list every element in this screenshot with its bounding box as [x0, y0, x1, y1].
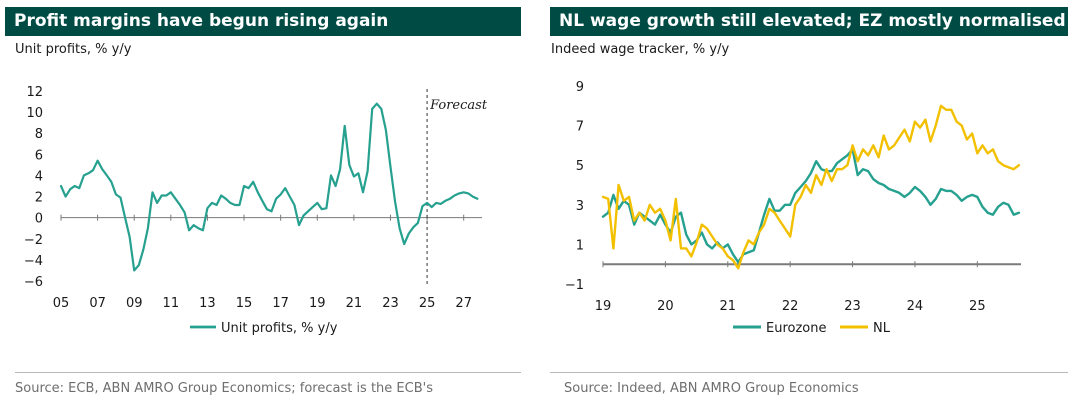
left-y-tick-label: 8: [35, 127, 43, 142]
right-source-note: Source: Indeed, ABN AMRO Group Economics: [564, 381, 859, 396]
right-chart-subtitle: Indeed wage tracker, % y/y: [551, 42, 730, 57]
left-forecast-label: Forecast: [429, 98, 488, 113]
left-y-tick-label: −4: [24, 254, 43, 269]
left-x-tick-label: 27: [455, 296, 472, 311]
left-y-tick-label: 12: [26, 85, 43, 100]
right-y-tick-label: 5: [576, 159, 584, 174]
right-series-line-nl: [601, 104, 1021, 270]
right-x-tick-label: 24: [907, 299, 924, 314]
left-chart-subtitle: Unit profits, % y/y: [15, 42, 132, 57]
right-y-tick-label: 7: [576, 120, 584, 135]
right-y-tick-label: −1: [565, 278, 584, 293]
left-source-divider: [15, 372, 521, 373]
left-x-tick-label: 23: [382, 296, 399, 311]
left-legend-label: Unit profits, % y/y: [221, 321, 338, 336]
left-x-tick-label: 11: [163, 296, 180, 311]
unit-profits-chart: −6 −4 −2 0 2 4 6 8 10 12 05 07 09 11 13 15 17 19 21 23 25 27 F…: [24, 85, 488, 336]
right-legend-label: Eurozone: [766, 321, 826, 336]
right-x-tick-label: 20: [657, 299, 674, 314]
right-x-tick-label: 23: [844, 299, 861, 314]
left-x-tick-label: 15: [236, 296, 253, 311]
right-y-tick-label: 1: [576, 238, 584, 253]
right-x-tick-label: 21: [720, 299, 737, 314]
left-x-tick-label: 09: [126, 296, 143, 311]
right-chart-panel: NL wage growth still elevated; EZ mostly…: [546, 0, 1074, 405]
left-series-line-unit-profits-y-y: [59, 102, 479, 272]
right-y-tick-label: 3: [576, 199, 584, 214]
right-series-line-eurozone: [601, 148, 1021, 264]
right-chart-title: NL wage growth still elevated; EZ mostly…: [550, 7, 1068, 36]
left-y-tick-label: 0: [35, 212, 43, 227]
left-source-note: Source: ECB, ABN AMRO Group Economics; f…: [15, 381, 433, 396]
right-x-tick-label: 22: [782, 299, 799, 314]
left-x-tick-label: 25: [419, 296, 436, 311]
right-source-divider: [550, 372, 1068, 373]
left-y-tick-label: −6: [24, 275, 43, 290]
left-chart-title: Profit margins have begun rising again: [5, 7, 521, 36]
right-legend-label: NL: [873, 321, 891, 336]
left-x-tick-label: 17: [272, 296, 289, 311]
left-y-tick-label: 10: [26, 106, 43, 121]
left-x-tick-label: 21: [346, 296, 363, 311]
left-x-tick-label: 05: [53, 296, 70, 311]
left-y-tick-label: 6: [35, 148, 43, 163]
left-chart-panel: Profit margins have begun rising again U…: [0, 0, 528, 405]
right-y-tick-label: 9: [576, 80, 584, 95]
left-x-tick-label: 19: [309, 296, 326, 311]
right-x-tick-label: 25: [969, 299, 986, 314]
left-y-tick-label: 4: [35, 169, 43, 184]
left-x-tick-label: 13: [199, 296, 216, 311]
left-x-tick-label: 07: [89, 296, 106, 311]
right-x-tick-label: 19: [595, 299, 612, 314]
wage-tracker-chart: −1 1 3 5 7 9 19 20 21 22 23 24 25 Eurozone NL: [565, 80, 1021, 336]
left-y-tick-label: 2: [35, 191, 43, 206]
left-y-tick-label: −2: [24, 233, 43, 248]
